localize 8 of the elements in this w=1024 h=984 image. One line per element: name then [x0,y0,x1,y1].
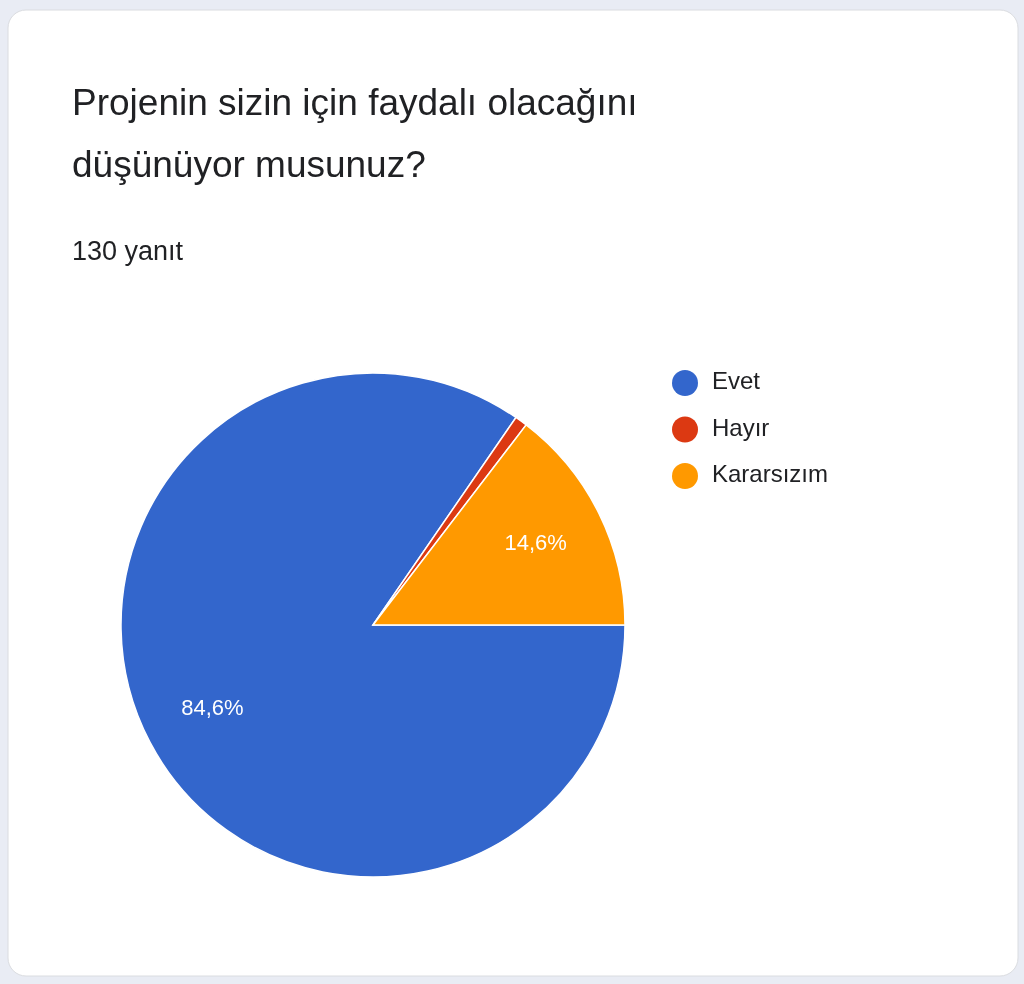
legend-label: Kararsızım [712,460,829,488]
chart-subtitle: 130 yanıt [72,236,184,266]
data-label: 84,6% [181,695,244,721]
legend-label: Evet [712,367,761,395]
legend-label: Hayır [712,413,770,441]
pie-slice [120,372,626,878]
chart-title: Projenin sizin için faydalı olacağını düşünüyor musunuz? [72,82,638,185]
data-label: 14,6% [504,530,567,556]
